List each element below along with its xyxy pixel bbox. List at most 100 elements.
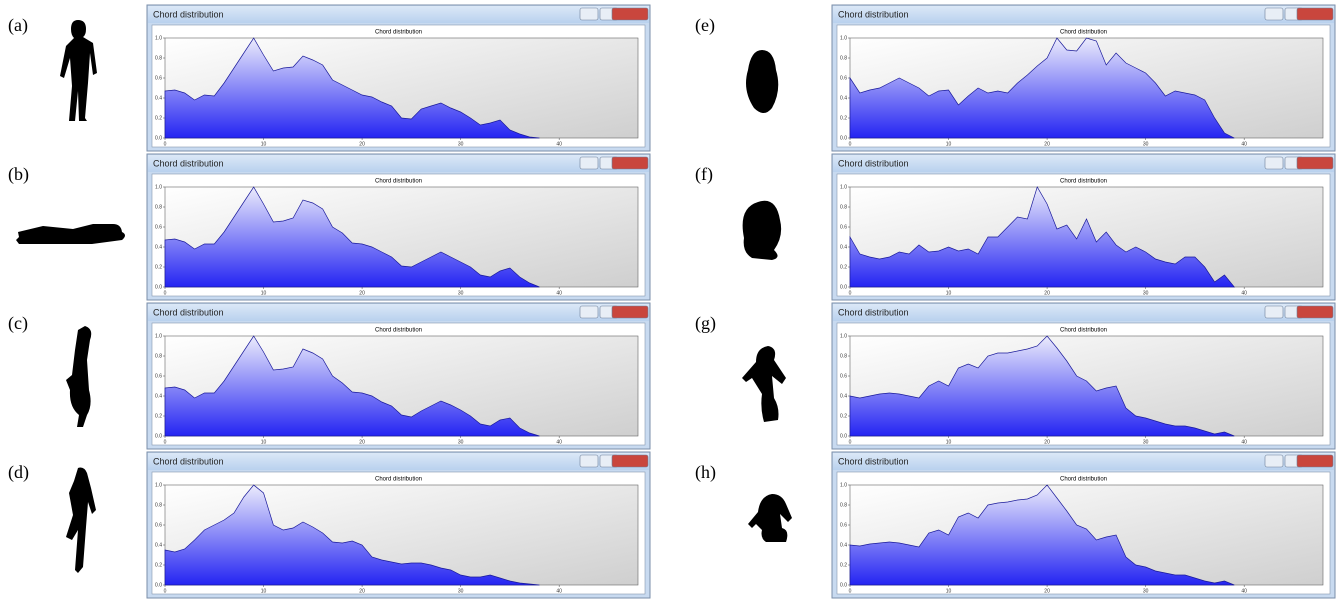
y-tick-label: 0.0 [840,433,847,439]
y-tick-label: 0.8 [840,502,847,508]
y-tick-label: 0.0 [840,582,847,588]
chart-title: Chord distribution [1060,328,1107,334]
minimize-button[interactable] [1265,306,1283,318]
panel-label: (h) [695,462,716,483]
y-tick-label: 0.6 [840,75,847,81]
x-tick-label: 30 [1143,439,1149,445]
close-button[interactable] [612,455,648,467]
close-button[interactable] [612,8,648,20]
x-tick-label: 10 [261,588,267,594]
panel-label: (g) [695,313,716,334]
y-tick-label: 0.6 [155,224,162,230]
y-tick-label: 0.8 [840,204,847,210]
silhouette [746,50,778,113]
x-tick-label: 30 [458,588,464,594]
panel-label: (c) [8,313,28,334]
x-tick-label: 40 [1241,588,1247,594]
y-tick-label: 1.0 [155,184,162,190]
x-tick-label: 10 [946,290,952,296]
x-tick-label: 40 [1241,439,1247,445]
x-tick-label: 0 [849,588,852,594]
chart-title: Chord distribution [375,179,422,185]
chart-title: Chord distribution [1060,477,1107,483]
close-button[interactable] [1297,157,1333,169]
x-tick-label: 20 [359,588,365,594]
window: (d)Chord distributionChord distribution0… [8,452,650,598]
minimize-button[interactable] [580,306,598,318]
y-tick-label: 0.2 [840,413,847,419]
close-button[interactable] [1297,8,1333,20]
y-tick-label: 0.2 [840,562,847,568]
y-tick-label: 0.2 [155,115,162,121]
window-title: Chord distribution [153,456,224,466]
window-title: Chord distribution [838,307,909,317]
x-tick-label: 0 [849,439,852,445]
x-tick-label: 30 [458,290,464,296]
minimize-button[interactable] [1265,8,1283,20]
x-tick-label: 10 [261,141,267,147]
minimize-button[interactable] [580,8,598,20]
close-button[interactable] [612,157,648,169]
chart-title: Chord distribution [375,328,422,334]
silhouette [743,201,782,260]
y-tick-label: 0.8 [155,502,162,508]
x-tick-label: 30 [1143,141,1149,147]
minimize-button[interactable] [1265,157,1283,169]
close-button[interactable] [1297,455,1333,467]
silhouette [16,224,125,244]
y-tick-label: 0.6 [155,373,162,379]
window-title: Chord distribution [153,9,224,19]
chart-title: Chord distribution [375,30,422,36]
y-tick-label: 0.4 [155,393,162,399]
y-tick-label: 1.0 [840,35,847,41]
y-tick-label: 0.2 [155,562,162,568]
minimize-button[interactable] [1265,455,1283,467]
y-tick-label: 0.2 [155,413,162,419]
minimize-button[interactable] [580,157,598,169]
x-tick-label: 30 [1143,588,1149,594]
x-tick-label: 20 [359,290,365,296]
x-tick-label: 10 [946,439,952,445]
y-tick-label: 0.8 [155,55,162,61]
close-button[interactable] [1297,306,1333,318]
panel-label: (b) [8,164,29,185]
y-tick-label: 0.0 [155,135,162,141]
y-tick-label: 0.0 [840,135,847,141]
y-tick-label: 0.8 [840,353,847,359]
close-button[interactable] [612,306,648,318]
y-tick-label: 0.4 [155,542,162,548]
minimize-button[interactable] [580,455,598,467]
y-tick-label: 0.6 [840,522,847,528]
x-tick-label: 10 [946,141,952,147]
x-tick-label: 20 [1044,439,1050,445]
silhouette [66,468,96,573]
window: (g) Chord distribution Chord distribution 0… [695,303,1335,449]
chart-title: Chord distribution [1060,30,1107,36]
y-tick-label: 0.4 [840,393,847,399]
silhouette [66,326,91,427]
x-tick-label: 0 [164,439,167,445]
x-tick-label: 40 [556,290,562,296]
y-tick-label: 0.4 [840,542,847,548]
y-tick-label: 0.4 [840,95,847,101]
chart-title: Chord distribution [375,477,422,483]
y-tick-label: 0.4 [155,95,162,101]
x-tick-label: 30 [1143,290,1149,296]
panel-label: (e) [695,15,715,36]
y-tick-label: 0.0 [840,284,847,290]
y-tick-label: 1.0 [155,35,162,41]
window-title: Chord distribution [153,307,224,317]
chart-title: Chord distribution [1060,179,1107,185]
window: (c) Chord distribution Chord distribution 0… [8,303,650,449]
x-tick-label: 0 [164,290,167,296]
x-tick-label: 40 [556,141,562,147]
window-title: Chord distribution [153,158,224,168]
y-tick-label: 0.0 [155,284,162,290]
x-tick-label: 30 [458,141,464,147]
y-tick-label: 0.6 [840,224,847,230]
x-tick-label: 20 [359,439,365,445]
y-tick-label: 1.0 [155,482,162,488]
x-tick-label: 40 [1241,141,1247,147]
x-tick-label: 30 [458,439,464,445]
